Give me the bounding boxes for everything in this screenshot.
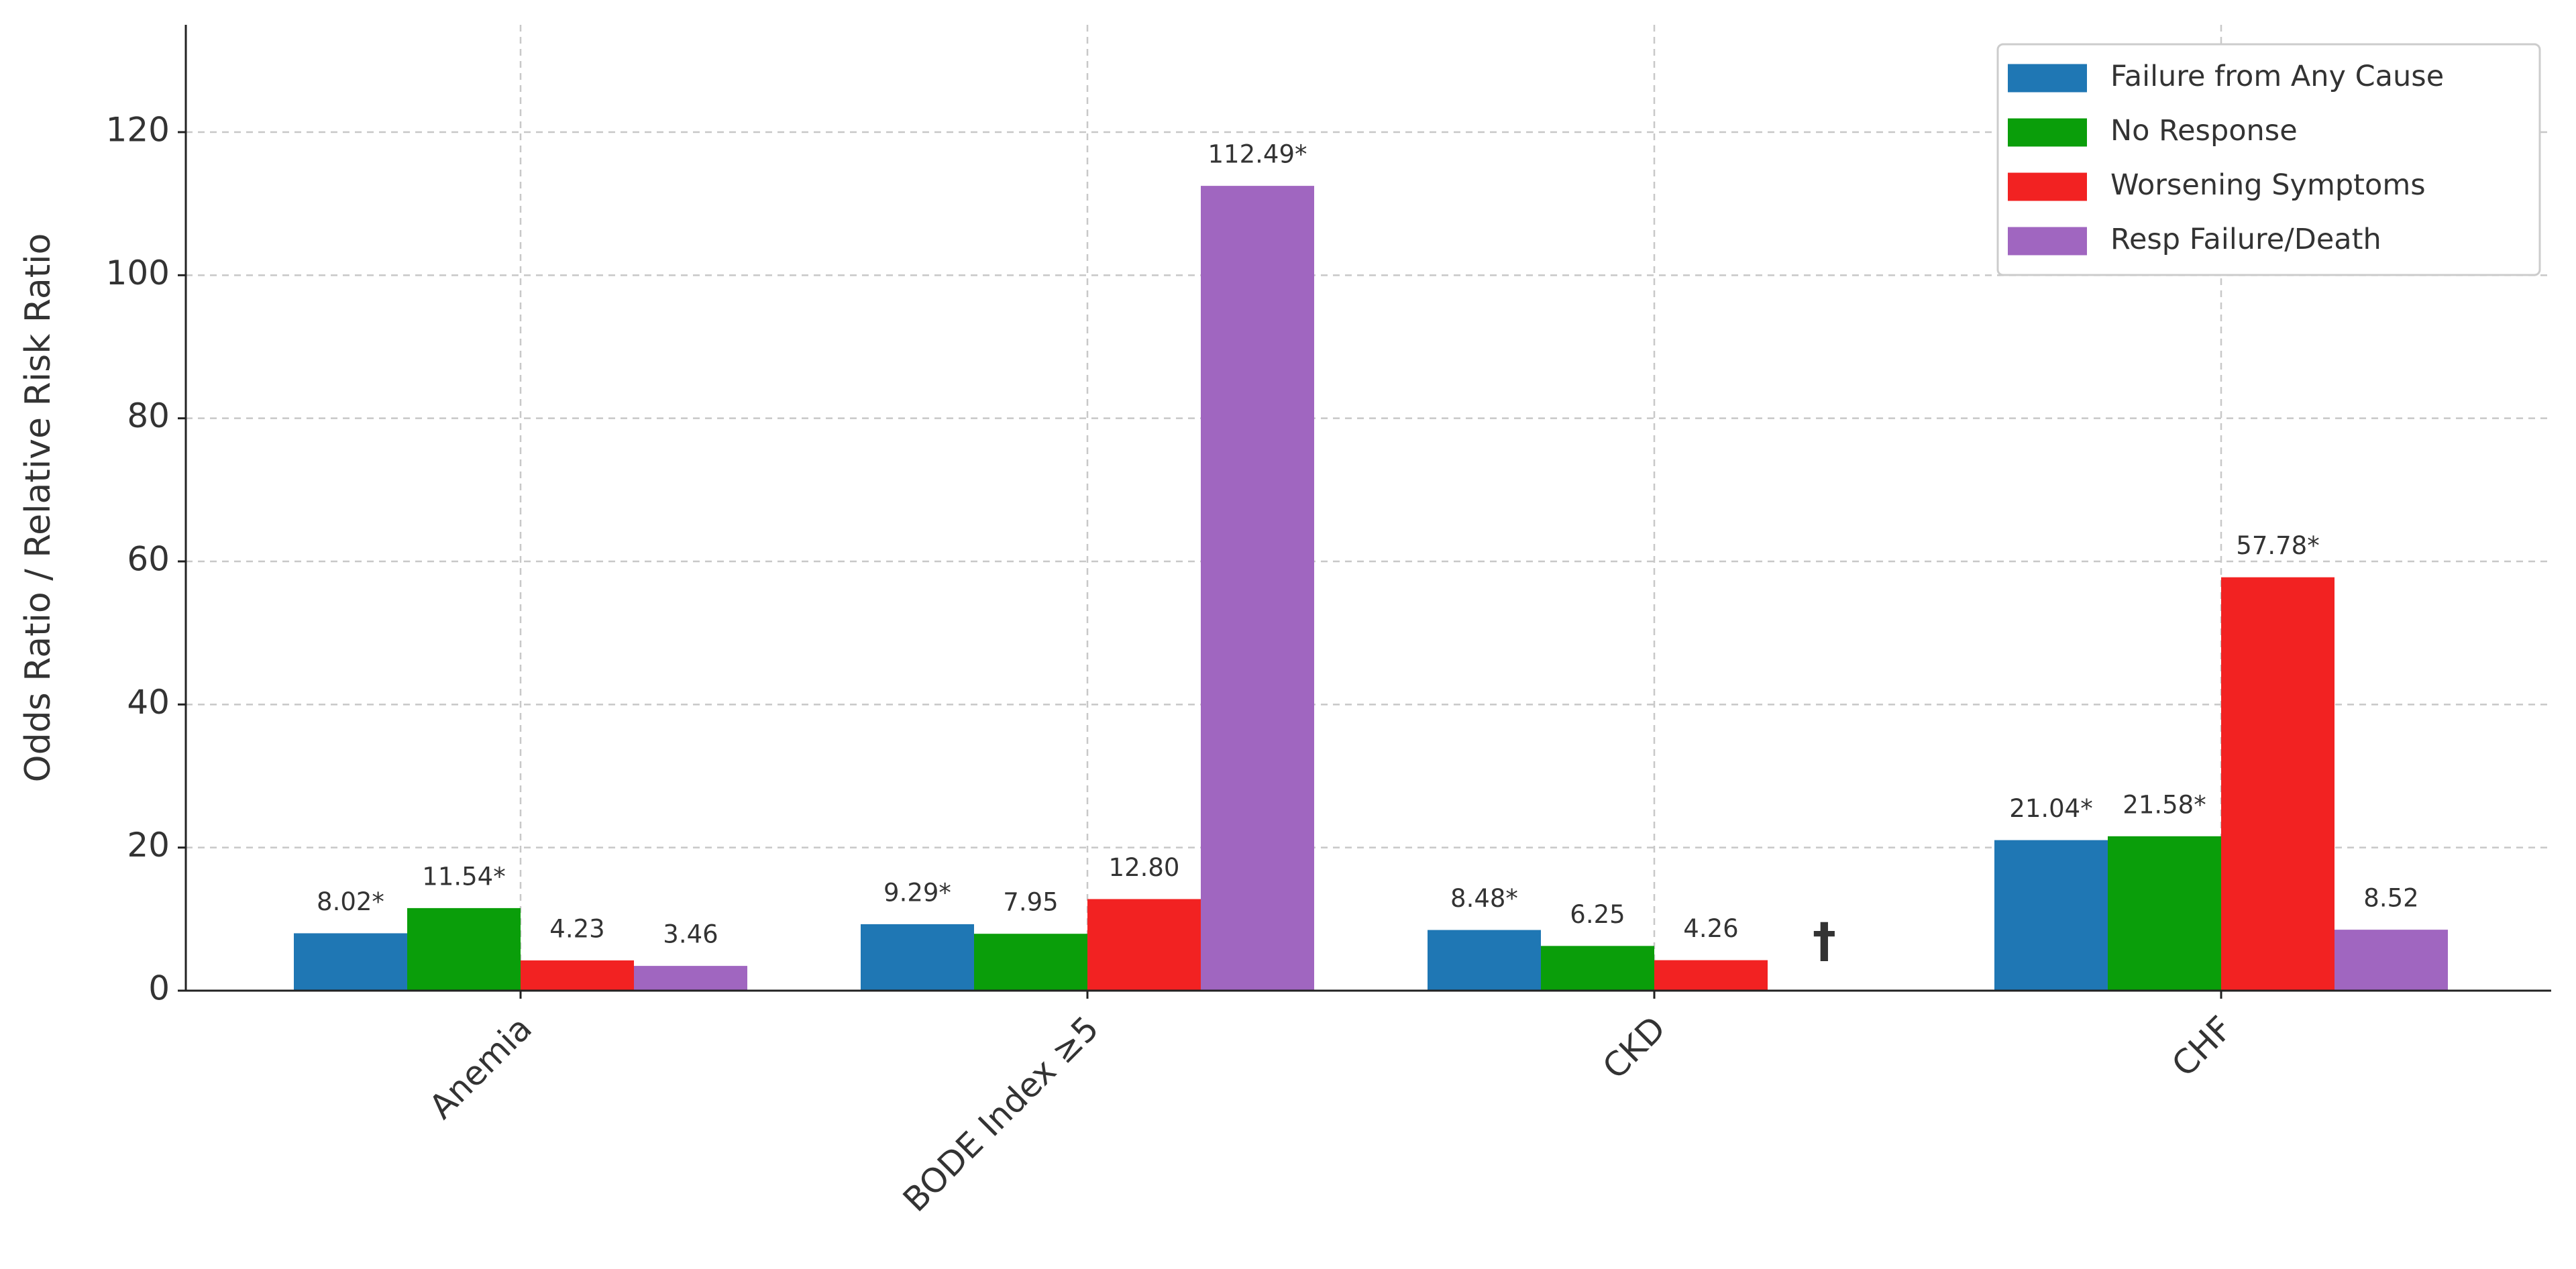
bar (2108, 836, 2221, 991)
value-label: 8.02* (317, 887, 384, 916)
bar (1428, 930, 1541, 991)
y-tick-label: 60 (127, 540, 170, 579)
legend-swatch (2008, 172, 2087, 201)
bar (1994, 840, 2108, 991)
value-label: 21.04* (2009, 794, 2092, 823)
bar (1654, 960, 1768, 991)
y-tick-label: 20 (127, 826, 170, 865)
bar (294, 933, 407, 991)
y-tick-label: 100 (106, 254, 170, 292)
bar (1201, 186, 1314, 991)
value-label: † (1813, 913, 1836, 968)
legend-box (1996, 43, 2541, 276)
legend-label: Failure from Any Cause (2110, 60, 2444, 93)
legend-swatch (2008, 118, 2087, 147)
y-tick-label: 80 (127, 396, 170, 435)
x-tick-label: CHF (2164, 1009, 2240, 1085)
legend-label: Resp Failure/Death (2110, 223, 2381, 256)
y-tick-label: 0 (148, 969, 170, 1008)
x-tick-label: Anemia (422, 1009, 539, 1126)
value-label: 4.23 (549, 914, 604, 943)
value-label: 3.46 (663, 920, 718, 949)
bar (974, 934, 1087, 991)
y-tick-label: 40 (127, 683, 170, 722)
bar (1087, 899, 1201, 991)
bar (521, 960, 634, 991)
bar (861, 924, 974, 991)
value-label: 8.52 (2363, 884, 2418, 913)
value-label: 7.95 (1003, 888, 1058, 917)
value-label: 4.26 (1683, 914, 1738, 943)
value-label: 21.58* (2123, 790, 2206, 819)
bar (1541, 946, 1654, 991)
legend-swatch (2008, 64, 2087, 93)
value-label: 12.80 (1109, 853, 1180, 882)
value-label: 9.29* (883, 878, 951, 907)
legend-label: Worsening Symptoms (2110, 168, 2426, 202)
x-tick-label: BODE Index ≥5 (896, 1009, 1106, 1219)
bar (2334, 930, 2448, 991)
bar (407, 907, 521, 991)
x-tick-label: CKD (1595, 1009, 1673, 1087)
y-tick-label: 120 (106, 111, 170, 150)
legend-swatch (2008, 227, 2087, 256)
bar (634, 966, 747, 991)
value-label: 112.49* (1208, 140, 1307, 169)
value-label: 8.48* (1450, 884, 1518, 913)
value-label: 6.25 (1570, 900, 1625, 929)
value-label: 11.54* (422, 862, 505, 891)
y-axis-label: Odds Ratio / Relative Risk Ratio (18, 233, 58, 783)
value-label: 57.78* (2236, 531, 2319, 560)
legend-label: No Response (2110, 114, 2298, 148)
bar (2221, 577, 2334, 991)
